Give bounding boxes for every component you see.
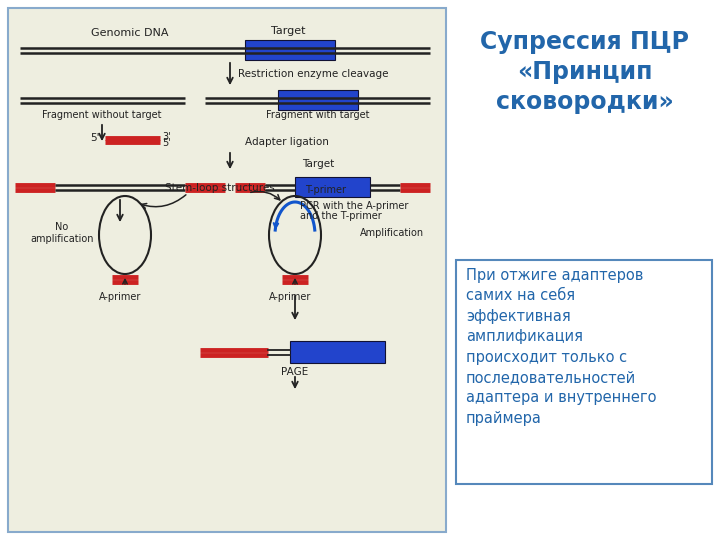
Text: A-primer: A-primer (269, 292, 311, 302)
Text: Fragment without target: Fragment without target (42, 110, 162, 120)
Text: Restriction enzyme cleavage: Restriction enzyme cleavage (238, 69, 389, 79)
Text: T-primer: T-primer (305, 185, 346, 195)
Text: Fragment with target: Fragment with target (266, 110, 370, 120)
FancyBboxPatch shape (456, 260, 712, 484)
Text: Target: Target (271, 26, 305, 36)
Bar (278, 90, 358, 110)
Bar (290, 341, 385, 363)
FancyBboxPatch shape (8, 8, 446, 532)
Text: Stem-loop structures: Stem-loop structures (165, 183, 275, 193)
Bar (295, 177, 370, 197)
Text: При отжиге адаптеров
самих на себя
эффективная
амплификация
происходит только с
: При отжиге адаптеров самих на себя эффек… (466, 268, 657, 426)
Text: Target: Target (302, 159, 334, 169)
Text: and the T-primer: and the T-primer (300, 211, 382, 221)
Text: Amplification: Amplification (360, 228, 424, 238)
Text: 5': 5' (91, 133, 100, 143)
Text: 3': 3' (162, 132, 171, 142)
Text: No
amplification: No amplification (30, 222, 94, 244)
Text: сковородки»: сковородки» (496, 90, 674, 114)
Text: Adapter ligation: Adapter ligation (245, 137, 329, 147)
Text: A-primer: A-primer (99, 292, 141, 302)
Text: «Принцип: «Принцип (517, 60, 653, 84)
Text: 5': 5' (162, 138, 171, 148)
Text: Genomic DNA: Genomic DNA (91, 28, 168, 38)
Bar (245, 40, 335, 60)
Text: PAGE: PAGE (282, 367, 309, 377)
Text: PCR with the A-primer: PCR with the A-primer (300, 201, 408, 211)
Text: Супрессия ПЦР: Супрессия ПЦР (480, 30, 690, 54)
